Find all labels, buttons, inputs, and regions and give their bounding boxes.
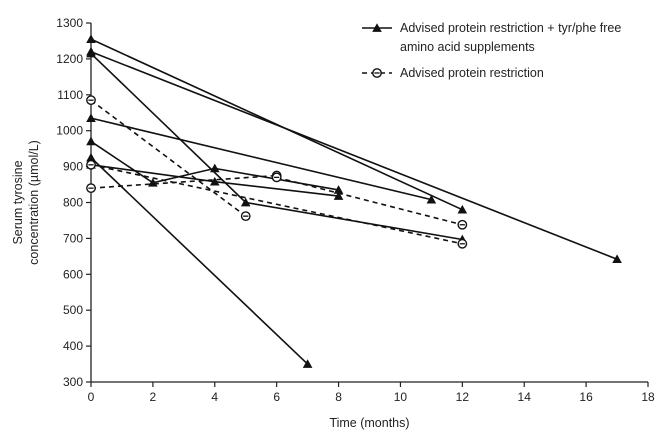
x-tick-label: 12 [456,390,470,404]
triangle-point [86,113,96,122]
legend-entry-0: Advised protein restriction + tyr/phe fr… [362,21,621,54]
x-tick-label: 18 [641,390,655,404]
axes: 300 400 500 600 700 800 900 1000 1100 1200 1300 0 2 4… [11,16,655,430]
legend-entry-1: Advised protein restriction [362,66,544,80]
y-tick-label: 700 [63,231,83,245]
legend: Advised protein restriction + tyr/phe fr… [362,21,621,80]
series-line [90,174,277,189]
triangle-point [333,185,344,194]
series-8 [86,159,468,249]
y-tick-label: 300 [63,375,83,389]
x-tick-label: 16 [579,390,593,404]
series-layer [86,34,622,368]
triangle-point [426,194,437,204]
series-7 [86,95,251,222]
series-6 [86,152,313,368]
triangle-point [86,152,96,162]
triangle-point [240,197,251,207]
legend-label: Advised protein restriction [400,66,544,80]
x-tick-label: 14 [518,390,532,404]
y-tick-label: 1200 [56,52,83,66]
triangle-point [612,254,622,264]
x-axis-title: Time (months) [329,416,409,430]
series-line [90,117,432,201]
series-line [90,157,309,365]
y-tick-label: 500 [63,303,83,317]
x-tick-label: 0 [88,390,95,404]
y-tick-label: 1300 [56,16,83,30]
triangle-point [86,34,96,43]
series-line [276,176,463,226]
y-axis-title: Serum tyrosine concentration (µmol/L) [11,140,41,265]
series-line [90,164,463,245]
triangle-point [209,176,220,186]
series-0 [86,34,468,214]
y-tick-label: 800 [63,196,83,210]
y-axis-title-line: Serum tyrosine [11,160,25,244]
triangle-point [333,191,344,200]
legend-label: Advised protein restriction + tyr/phe fr… [400,21,621,35]
series-line [90,50,618,260]
triangle-point [86,48,96,58]
triangle-point [209,163,220,173]
x-tick-label: 2 [150,390,157,404]
triangle-point [302,359,313,368]
x-tick-label: 4 [211,390,218,404]
y-axis-title-line: concentration (µmol/L) [27,140,41,265]
triangle-point [457,204,468,214]
x-tick-label: 6 [273,390,280,404]
series-line [90,99,247,217]
triangle-point [86,136,96,146]
x-tick-label: 10 [394,390,408,404]
legend-label: amino acid supplements [400,40,535,54]
y-tick-label: 900 [63,160,83,174]
y-tick-label: 400 [63,339,83,353]
series-3 [86,113,437,204]
legend-marker [372,23,382,32]
y-tick-label: 1100 [57,88,83,102]
y-tick-label: 1000 [56,124,83,138]
series-10 [271,172,468,230]
y-tick-label: 600 [63,267,83,281]
x-tick-label: 8 [335,390,342,404]
